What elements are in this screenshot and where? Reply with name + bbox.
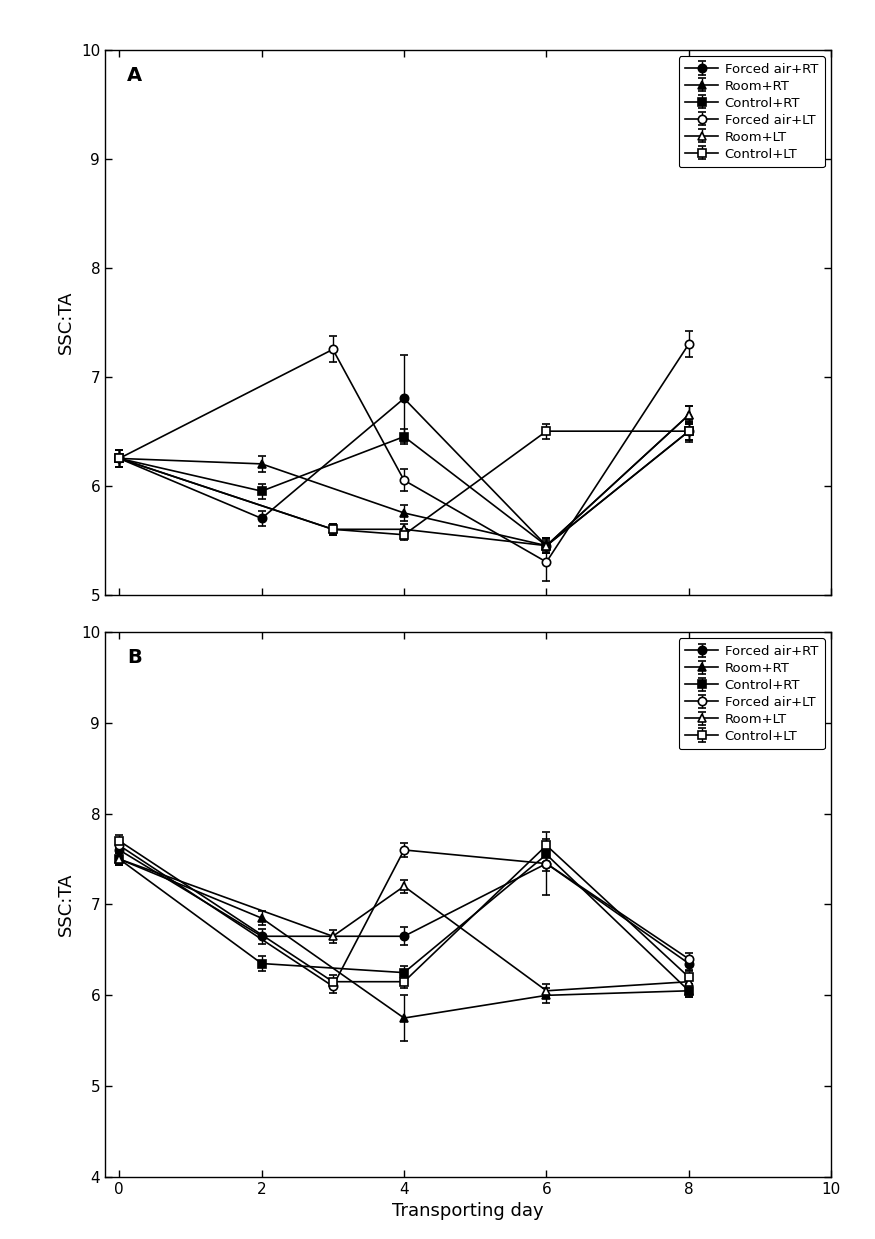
Y-axis label: SSC:TA: SSC:TA [58, 872, 75, 937]
Y-axis label: SSC:TA: SSC:TA [58, 290, 75, 354]
Text: B: B [127, 648, 142, 668]
Legend: Forced air+RT, Room+RT, Control+RT, Forced air+LT, Room+LT, Control+LT: Forced air+RT, Room+RT, Control+RT, Forc… [678, 638, 824, 750]
Legend: Forced air+RT, Room+RT, Control+RT, Forced air+LT, Room+LT, Control+LT: Forced air+RT, Room+RT, Control+RT, Forc… [678, 56, 824, 167]
X-axis label: Transporting day: Transporting day [392, 1203, 544, 1220]
Text: A: A [127, 66, 142, 85]
